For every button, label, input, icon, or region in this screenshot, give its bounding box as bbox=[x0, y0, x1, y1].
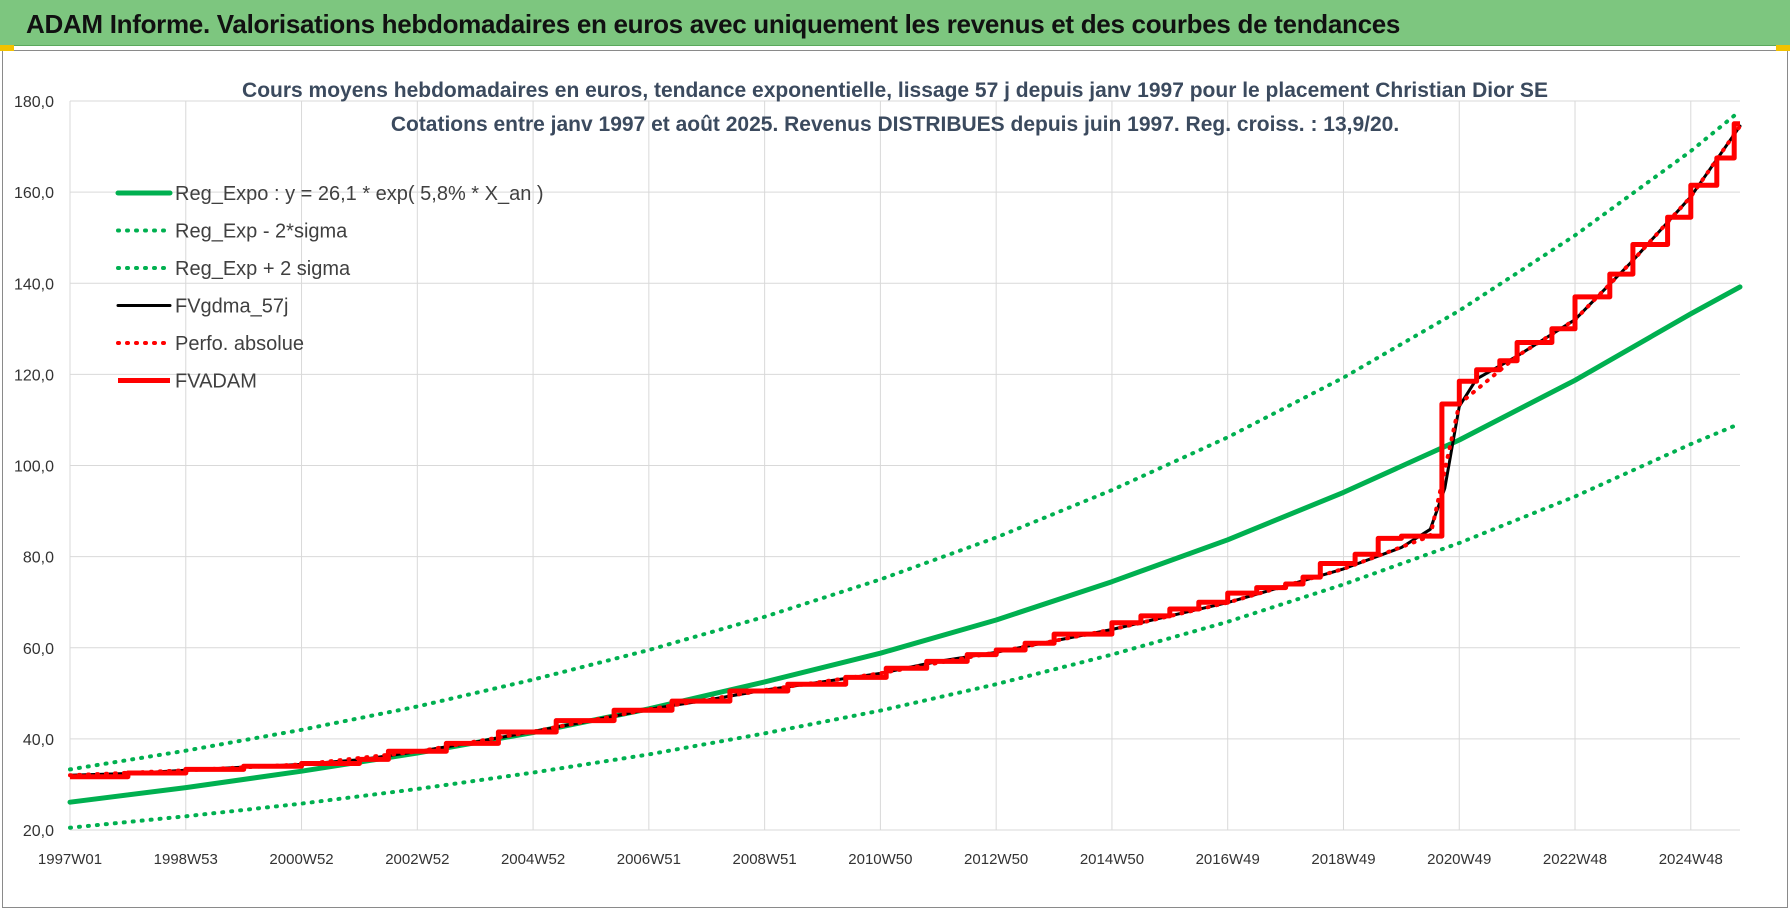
x-axis-ticks: 1997W01 1998W53 2000W52 2002W52 2004W52 2006W… bbox=[38, 851, 1723, 868]
y-tick-label: 100,0 bbox=[14, 459, 54, 476]
chart-frame bbox=[2, 50, 1788, 908]
x-tick-label: 2024W48 bbox=[1659, 851, 1723, 868]
x-tick-label: 2008W51 bbox=[733, 851, 797, 868]
x-tick-label: 1998W53 bbox=[154, 851, 218, 868]
y-tick-label: 40,0 bbox=[23, 732, 54, 749]
legend-label: FVADAM bbox=[175, 371, 257, 393]
y-tick-label: 120,0 bbox=[14, 367, 54, 384]
x-tick-label: 2018W49 bbox=[1311, 851, 1375, 868]
y-tick-label: 80,0 bbox=[23, 550, 54, 567]
x-tick-label: 2000W52 bbox=[269, 851, 333, 868]
x-tick-label: 2004W52 bbox=[501, 851, 565, 868]
chart-subtitle: Cotations entre janv 1997 et août 2025. … bbox=[391, 113, 1399, 136]
y-axis-ticks: 20,0 40,0 60,0 80,0 100,0 120,0 140,0 160,0 180,… bbox=[14, 94, 54, 840]
gridlines bbox=[69, 100, 1740, 831]
series-line-5 bbox=[70, 121, 1740, 780]
legend-label: Reg_Exp + 2 sigma bbox=[175, 258, 351, 280]
series-line-1 bbox=[68, 421, 1742, 830]
report-title: ADAM Informe. Valorisations hebdomadaire… bbox=[26, 9, 1401, 39]
x-tick-label: 1997W01 bbox=[38, 851, 102, 868]
y-tick-label: 160,0 bbox=[14, 185, 54, 202]
x-tick-label: 2020W49 bbox=[1427, 851, 1491, 868]
frame-corner-marker bbox=[0, 45, 14, 51]
x-tick-label: 2016W49 bbox=[1196, 851, 1260, 868]
series-lines bbox=[67, 109, 1743, 830]
y-tick-label: 60,0 bbox=[23, 641, 54, 658]
y-tick-label: 180,0 bbox=[14, 94, 54, 111]
y-tick-label: 140,0 bbox=[14, 276, 54, 293]
chart-title: Cours moyens hebdomadaires en euros, ten… bbox=[242, 79, 1548, 102]
legend-label: FVgdma_57j bbox=[175, 296, 288, 318]
x-tick-label: 2022W48 bbox=[1543, 851, 1607, 868]
legend-label: Perfo. absolue bbox=[175, 333, 304, 355]
x-tick-label: 2010W50 bbox=[848, 851, 912, 868]
legend-label: Reg_Exp - 2*sigma bbox=[175, 221, 348, 243]
frame-corner-marker bbox=[1776, 45, 1790, 51]
x-tick-label: 2014W50 bbox=[1080, 851, 1144, 868]
x-tick-label: 2012W50 bbox=[964, 851, 1028, 868]
series-line-2 bbox=[68, 109, 1742, 772]
legend-label: Reg_Expo : y = 26,1 * exp( 5,8% * X_an ) bbox=[175, 183, 544, 205]
legend: Reg_Expo : y = 26,1 * exp( 5,8% * X_an )… bbox=[115, 183, 544, 393]
y-tick-label: 20,0 bbox=[23, 823, 54, 840]
x-tick-label: 2006W51 bbox=[617, 851, 681, 868]
report-banner: ADAM Informe. Valorisations hebdomadaire… bbox=[0, 0, 1790, 46]
x-tick-label: 2002W52 bbox=[385, 851, 449, 868]
